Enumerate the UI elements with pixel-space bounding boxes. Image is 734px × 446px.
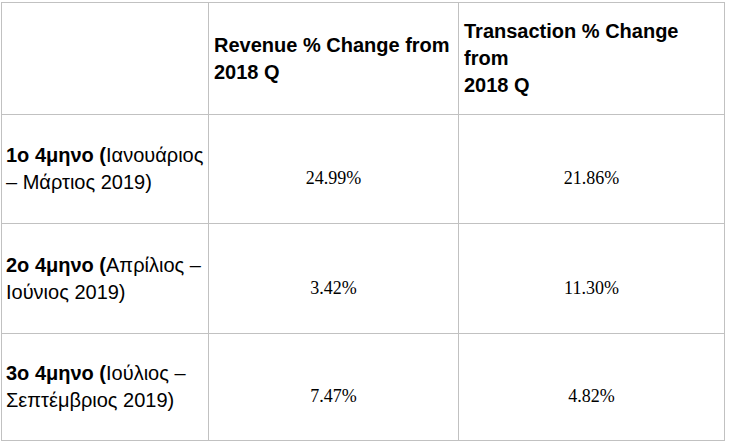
transaction-value: 11.30% [564, 278, 619, 298]
revenue-value: 7.47% [310, 386, 357, 406]
period-label-line2: Ιούνιος 2019) [6, 281, 126, 303]
header-row: Revenue % Change from 2018 Q Transaction… [2, 3, 725, 115]
revenue-header-line1: Revenue % Change from [214, 34, 450, 56]
revenue-value: 3.42% [310, 278, 357, 298]
period-label-line2: Σεπτέμβριος 2019) [6, 389, 174, 411]
revenue-value-cell: 24.99% [209, 115, 459, 224]
period-label-bold: 3ο 4μηνο ( [6, 362, 106, 384]
table-row: 2ο 4μηνο (Απρίλιος – Ιούνιος 2019) 3.42%… [2, 224, 725, 334]
period-label-cell: 1ο 4μηνο (Ιανουάριος – Μάρτιος 2019) [2, 115, 209, 224]
transaction-value-cell: 21.86% [459, 115, 725, 224]
period-label-bold: 1ο 4μηνο ( [6, 144, 106, 166]
revenue-value-cell: 3.42% [209, 224, 459, 334]
table-row: 3ο 4μηνο (Ιούλιος – Σεπτέμβριος 2019) 7.… [2, 334, 725, 441]
transaction-value-cell: 11.30% [459, 224, 725, 334]
period-label-line1-rest: Ιανουάριος [106, 144, 203, 166]
transaction-header-cell: Transaction % Change from 2018 Q [459, 3, 725, 115]
period-label-bold: 2ο 4μηνο ( [6, 254, 106, 276]
period-label-cell: 2ο 4μηνο (Απρίλιος – Ιούνιος 2019) [2, 224, 209, 334]
transaction-value: 4.82% [568, 386, 615, 406]
period-label-cell: 3ο 4μηνο (Ιούλιος – Σεπτέμβριος 2019) [2, 334, 209, 441]
transaction-header-line1: Transaction % Change from [464, 20, 679, 69]
revenue-value-cell: 7.47% [209, 334, 459, 441]
period-label-line2: – Μάρτιος 2019) [6, 171, 152, 193]
revenue-header-cell: Revenue % Change from 2018 Q [209, 3, 459, 115]
quarterly-change-table: Revenue % Change from 2018 Q Transaction… [1, 2, 725, 441]
revenue-header-line2: 2018 Q [214, 61, 280, 83]
transaction-value: 21.86% [564, 168, 620, 188]
transaction-header-line2: 2018 Q [464, 74, 530, 96]
period-label-line1-rest: Απρίλιος – [106, 254, 201, 276]
table-row: 1ο 4μηνο (Ιανουάριος – Μάρτιος 2019) 24.… [2, 115, 725, 224]
transaction-value-cell: 4.82% [459, 334, 725, 441]
period-label-line1-rest: Ιούλιος – [106, 362, 186, 384]
period-header-cell [2, 3, 209, 115]
revenue-value: 24.99% [306, 168, 362, 188]
